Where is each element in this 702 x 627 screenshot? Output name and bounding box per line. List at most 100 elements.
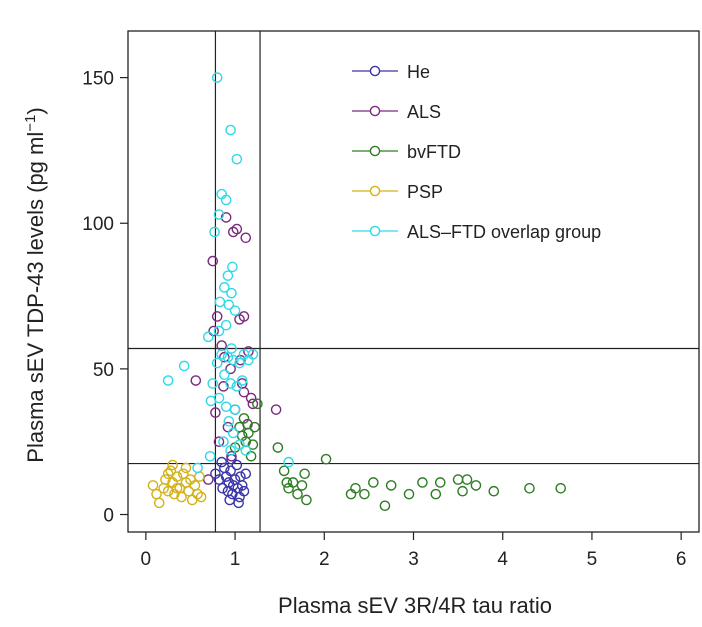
data-point — [457, 485, 468, 497]
y-axis-label-main: Plasma sEV TDP-43 levels (pg ml — [23, 132, 48, 463]
data-point — [296, 480, 308, 491]
data-point — [247, 349, 259, 360]
data-point — [461, 474, 473, 485]
data-point — [240, 232, 252, 244]
data-point — [209, 226, 220, 238]
data-point — [243, 427, 254, 439]
data-point — [218, 436, 229, 448]
data-point — [211, 72, 223, 83]
legend-entry: He — [352, 62, 430, 82]
data-point — [213, 436, 225, 448]
data-point — [301, 494, 312, 506]
data-point — [238, 485, 250, 497]
series-3 — [147, 459, 207, 509]
legend-label: ALS–FTD overlap group — [407, 222, 601, 242]
data-point — [281, 477, 293, 488]
data-point — [207, 255, 219, 267]
data-point — [227, 427, 239, 439]
data-point — [403, 488, 415, 500]
data-point — [211, 311, 223, 322]
data-point — [192, 488, 203, 500]
data-point — [247, 398, 259, 410]
data-point — [226, 450, 237, 462]
data-point — [153, 497, 165, 509]
y-tick-label: 50 — [93, 360, 114, 381]
legend-marker — [369, 65, 381, 77]
y-axis-label-close: ) — [23, 107, 48, 114]
y-tick-label: 150 — [82, 69, 114, 90]
data-point — [216, 349, 227, 360]
data-point — [245, 392, 257, 404]
data-point — [213, 325, 225, 337]
data-point — [219, 369, 230, 381]
data-point — [220, 401, 232, 413]
data-point — [235, 471, 246, 482]
data-point — [208, 325, 219, 337]
data-point — [207, 378, 219, 389]
data-point — [180, 462, 192, 474]
series-4 — [162, 72, 294, 474]
data-point — [245, 450, 257, 462]
legend-label: PSP — [407, 182, 443, 202]
x-tick-label: 5 — [587, 549, 598, 570]
data-point — [227, 261, 238, 273]
x-tick-label: 1 — [230, 549, 241, 570]
data-point — [224, 494, 236, 506]
data-point — [220, 319, 232, 331]
legend-entry: bvFTD — [352, 142, 461, 162]
data-point — [229, 404, 241, 415]
data-point — [249, 421, 260, 433]
x-tick-label: 6 — [676, 549, 687, 570]
x-tick-label: 4 — [497, 549, 508, 570]
data-point — [190, 375, 202, 386]
data-point — [231, 381, 243, 392]
data-point — [194, 471, 205, 482]
legend-marker — [369, 105, 381, 117]
data-point — [231, 459, 243, 471]
data-point — [379, 500, 391, 512]
x-tick-label: 3 — [408, 549, 419, 570]
data-point — [220, 194, 232, 206]
data-point — [233, 497, 244, 509]
legend-entry: ALS–FTD overlap group — [352, 222, 601, 242]
legend-entry: PSP — [352, 182, 443, 202]
data-point — [225, 445, 236, 456]
data-point — [195, 491, 207, 503]
data-point — [202, 474, 214, 485]
data-point — [272, 442, 284, 453]
data-point — [165, 465, 177, 477]
data-point — [320, 453, 332, 465]
data-point — [147, 480, 159, 491]
data-point — [217, 483, 228, 494]
series-0 — [210, 453, 252, 509]
data-point — [434, 477, 446, 488]
data-point — [229, 305, 241, 316]
data-point — [218, 381, 229, 392]
y-axis-label: Plasma sEV TDP-43 levels (pg ml−1) — [22, 107, 48, 462]
legend-marker — [369, 185, 381, 197]
data-point — [223, 299, 235, 311]
data-point — [178, 360, 190, 372]
y-tick-label: 0 — [103, 506, 114, 527]
data-point — [167, 459, 178, 471]
data-point — [225, 378, 236, 389]
data-point — [202, 331, 214, 343]
data-point — [452, 474, 464, 485]
series-2 — [229, 398, 567, 512]
data-point — [226, 343, 237, 354]
data-point — [192, 462, 203, 474]
data-point — [236, 480, 248, 491]
data-point — [225, 465, 236, 477]
legend-marker — [369, 225, 381, 237]
data-point — [226, 287, 237, 299]
data-point — [220, 212, 232, 223]
data-point — [213, 209, 225, 220]
data-point — [524, 483, 535, 494]
data-point — [216, 456, 227, 468]
data-point — [227, 354, 239, 366]
data-point — [222, 270, 234, 281]
data-point — [204, 450, 216, 462]
data-point — [417, 477, 428, 488]
data-point — [231, 153, 243, 165]
